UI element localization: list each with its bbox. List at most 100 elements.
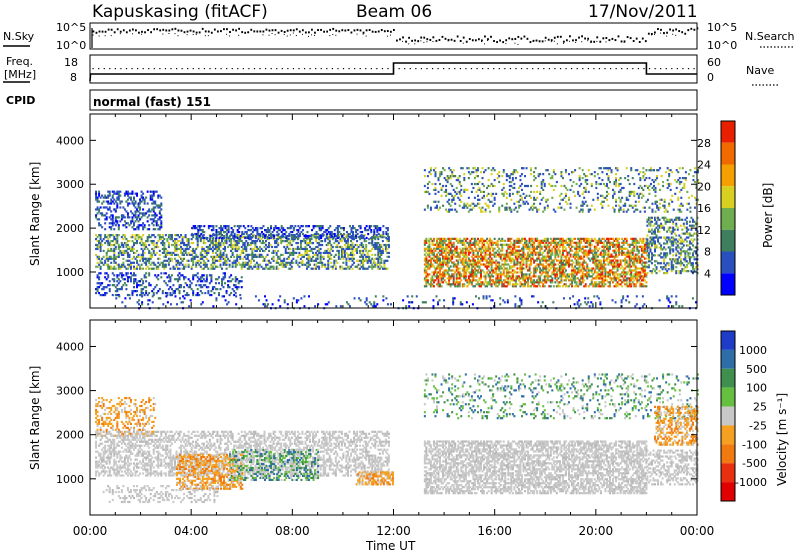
heatmap-cell	[569, 277, 572, 280]
heatmap-cell	[540, 281, 543, 284]
heatmap-cell	[349, 245, 352, 249]
heatmap-cell	[479, 281, 482, 284]
heatmap-cell	[207, 267, 210, 270]
heatmap-cell	[137, 220, 140, 223]
heatmap-cell	[238, 225, 241, 228]
heatmap-cell	[129, 265, 132, 268]
heatmap-cell	[510, 251, 513, 254]
heatmap-cell	[307, 241, 310, 245]
heatmap-cell	[125, 222, 128, 225]
heatmap-cell	[193, 251, 196, 255]
heatmap-cell	[580, 257, 583, 260]
heatmap-cell	[426, 281, 429, 284]
heatmap-cell	[154, 190, 157, 193]
heatmap-cell	[237, 234, 240, 237]
heatmap-cell	[351, 253, 354, 256]
noise-sample	[687, 29, 690, 32]
heatmap-cell	[327, 265, 330, 268]
heatmap-cell	[116, 274, 119, 277]
heatmap-cell	[318, 225, 321, 228]
heatmap-cell	[107, 259, 110, 262]
heatmap-cell	[616, 237, 619, 240]
heatmap-cell	[289, 241, 292, 245]
heatmap-cell	[232, 236, 235, 240]
heatmap-cell	[545, 265, 548, 268]
heatmap-cell	[327, 253, 330, 256]
heatmap-cell	[233, 293, 236, 297]
heatmap-cell	[501, 247, 504, 250]
nave-dot	[175, 68, 178, 70]
heatmap-cell	[429, 279, 432, 282]
heatmap-cell	[431, 239, 434, 242]
heatmap-cell	[245, 261, 248, 264]
heatmap-cell	[602, 245, 605, 248]
heatmap-cell	[607, 285, 610, 288]
heatmap-cell	[195, 261, 198, 264]
heatmap-cell	[152, 228, 155, 231]
heatmap-cell	[425, 271, 428, 274]
heatmap-cell	[249, 259, 252, 262]
heatmap-cell	[142, 257, 145, 260]
noise-sample	[663, 32, 665, 35]
heatmap-cell	[116, 190, 119, 193]
heatmap-cell	[273, 227, 276, 230]
heatmap-cell	[287, 247, 290, 251]
heatmap-cell	[555, 249, 558, 252]
heatmap-cell	[280, 227, 283, 230]
heatmap-cell	[257, 253, 260, 256]
heatmap-cell	[163, 255, 166, 258]
heatmap-cell	[449, 259, 452, 262]
heatmap-cell	[152, 293, 155, 297]
heatmap-cell	[122, 243, 125, 247]
heatmap-cell	[542, 269, 545, 272]
heatmap-cell	[340, 255, 343, 258]
heatmap-cell	[478, 259, 481, 262]
heatmap-cell	[105, 196, 108, 199]
heatmap-cell	[589, 249, 592, 252]
heatmap-cell	[432, 247, 435, 250]
heatmap-cell	[525, 241, 528, 244]
heatmap-cell	[530, 263, 533, 266]
noise-right-tick-top: 10^5	[707, 21, 737, 34]
heatmap-cell	[142, 251, 145, 255]
heatmap-cell	[490, 283, 493, 286]
heatmap-cell	[341, 234, 344, 238]
heatmap-cell	[131, 200, 134, 203]
heatmap-cell	[580, 255, 583, 258]
heatmap-cell	[513, 285, 516, 288]
heatmap-cell	[198, 259, 201, 262]
heatmap-cell	[442, 275, 445, 278]
heatmap-cell	[117, 228, 120, 231]
heatmap-cell	[280, 230, 283, 234]
heatmap-cell	[552, 263, 555, 266]
heatmap-cell	[152, 291, 155, 295]
heatmap-cell	[125, 210, 128, 213]
heatmap-cell	[152, 241, 155, 245]
heatmap-cell	[327, 259, 330, 262]
heatmap-cell	[187, 293, 190, 297]
heatmap-cell	[356, 228, 359, 232]
heatmap-cell	[108, 236, 111, 239]
heatmap-cell	[601, 269, 604, 272]
noise-sample	[380, 29, 383, 32]
heatmap-cell	[142, 196, 145, 199]
heatmap-cell	[210, 225, 213, 228]
heatmap-cell	[102, 206, 105, 209]
heatmap-cell	[560, 255, 563, 258]
heatmap-cell	[148, 243, 151, 247]
heatmap-cell	[211, 288, 214, 291]
heatmap-cell	[601, 281, 604, 284]
heatmap-cell	[435, 247, 438, 250]
noise-search-dot	[660, 32, 662, 34]
heatmap-cell	[145, 286, 148, 289]
heatmap-cell	[464, 279, 467, 282]
heatmap-cell	[514, 279, 517, 282]
heatmap-cell	[107, 263, 110, 266]
nave-dot	[170, 68, 172, 70]
heatmap-cell	[140, 216, 143, 219]
heatmap-cell	[95, 288, 98, 291]
heatmap-cell	[178, 236, 181, 239]
heatmap-cell	[601, 245, 604, 248]
heatmap-cell	[566, 255, 569, 258]
heatmap-cell	[249, 247, 252, 251]
